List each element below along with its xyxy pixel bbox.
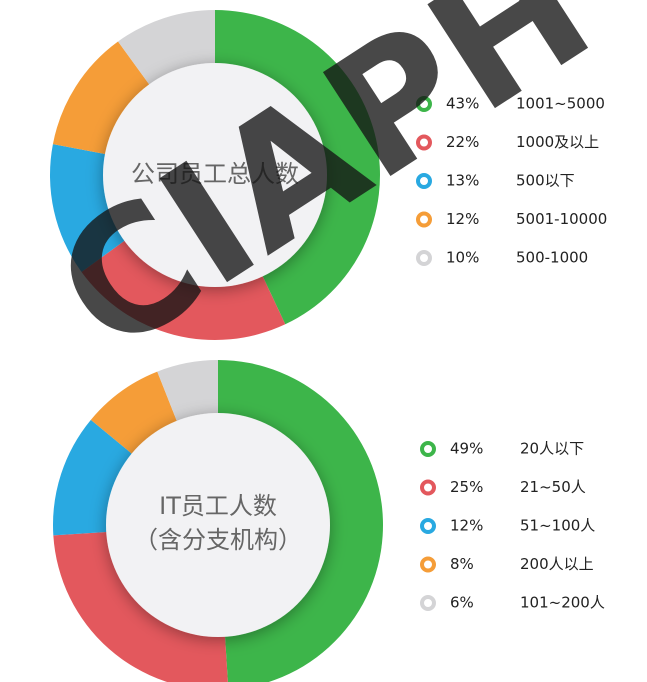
legend-label: 101~200人: [520, 594, 605, 612]
donut-segment: [157, 360, 218, 423]
legend-label: 20人以下: [520, 440, 584, 458]
legend-value: 49%: [450, 440, 483, 458]
legend-marker: [416, 250, 432, 266]
legend-marker: [420, 441, 436, 457]
center-disc: [103, 63, 327, 287]
legend-value: 8%: [450, 555, 474, 573]
legend-label: 1000及以上: [516, 133, 599, 151]
legend-marker: [416, 134, 432, 151]
legend-marker: [420, 595, 436, 611]
center-title: 公司员工总人数: [131, 160, 299, 188]
legend-marker: [420, 479, 436, 496]
legend-marker: [416, 96, 432, 112]
donut-segment: [81, 239, 286, 340]
donut-segment: [53, 419, 134, 536]
legend-marker: [416, 211, 432, 228]
legend-value: 12%: [446, 210, 479, 228]
legend-label: 5001-10000: [516, 210, 607, 228]
donut-segment: [218, 360, 383, 682]
legend-marker: [420, 556, 436, 573]
donut-segment: [215, 10, 380, 325]
legend-label: 500-1000: [516, 249, 588, 267]
legend-value: 12%: [450, 517, 483, 535]
legend-marker: [420, 518, 436, 534]
charts: 43% 1001~5000 22% 1000及以上 13% 500以下 12% 5001-10…: [50, 10, 607, 682]
legend-label: 500以下: [516, 172, 575, 190]
donut-segment: [50, 144, 127, 272]
legend-value: 22%: [446, 133, 479, 151]
legend-label: 51~100人: [520, 517, 595, 535]
legend-label: 200人以上: [520, 555, 594, 573]
center-title: IT员工人数: [159, 492, 277, 520]
legend-value: 43%: [446, 95, 479, 113]
donut-segment: [52, 41, 151, 155]
legend-label: 1001~5000: [516, 95, 605, 113]
legend-value: 6%: [450, 594, 474, 612]
legend-value: 25%: [450, 478, 483, 496]
donut-segment: [53, 531, 228, 682]
legend-value: 13%: [446, 172, 479, 190]
legend-marker: [416, 173, 432, 189]
legend-label: 21~50人: [520, 478, 586, 496]
legend-value: 10%: [446, 249, 479, 267]
center-subtitle: （含分支机构）: [134, 526, 302, 554]
center-disc: [106, 413, 330, 637]
